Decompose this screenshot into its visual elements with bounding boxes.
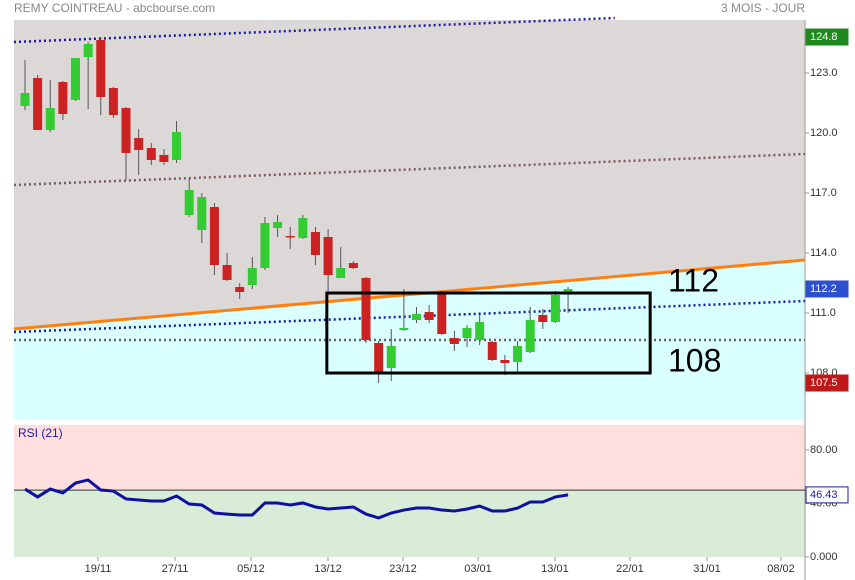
candle-body: [184, 190, 194, 215]
x-tick-label: 08/02: [767, 563, 795, 575]
range-box: [325, 291, 652, 375]
candle-body: [146, 148, 156, 160]
x-tick-label: 27/11: [162, 563, 189, 575]
candle-body: [500, 360, 510, 363]
chart-title: REMY COINTREAU - abcbourse.com: [14, 1, 215, 15]
x-tick-label: 13/01: [541, 563, 569, 575]
candle-body: [172, 132, 182, 160]
candle-body: [235, 287, 245, 292]
candle-body: [348, 263, 358, 268]
candle-body: [20, 93, 30, 106]
x-tick-label: 23/12: [389, 563, 417, 575]
x-tick-label: 05/12: [237, 563, 265, 575]
value-box-label: 107.5: [810, 377, 838, 389]
candle-body: [563, 289, 573, 293]
chart-subtitle: 3 MOIS - JOUR: [721, 1, 805, 15]
y-tick-label: 120.0: [810, 127, 838, 139]
candle-body: [487, 342, 497, 360]
candle-body: [374, 343, 384, 372]
value-box: [805, 28, 849, 46]
candle-body: [550, 295, 560, 322]
candle-body: [399, 328, 409, 330]
candle-body: [310, 232, 320, 255]
candle-body: [424, 312, 434, 320]
trendline: [13, 16, 615, 44]
rsi-title: RSI (21): [18, 426, 63, 440]
y-tick-label: 123.0: [810, 67, 838, 79]
candle-body: [449, 338, 459, 344]
candle-body: [209, 207, 219, 265]
value-box: [805, 280, 849, 298]
y-tick-label: 111.0: [810, 307, 836, 319]
candle-body: [285, 236, 295, 238]
candle-body: [222, 265, 232, 280]
trendline: [13, 152, 806, 187]
candle-body: [159, 155, 169, 162]
x-tick-label: 13/12: [314, 563, 342, 575]
candle-body: [298, 218, 308, 238]
candle-body: [58, 82, 68, 114]
candle-body: [108, 88, 118, 115]
y-tick-label: 117.0: [810, 187, 837, 199]
candle-body: [386, 346, 396, 368]
candle-body: [412, 314, 422, 320]
x-tick-label: 19/11: [85, 563, 112, 575]
annotation: 108: [668, 342, 721, 378]
candle-body: [361, 278, 371, 340]
rsi-overbought-zone: [14, 425, 805, 491]
candle-body: [336, 268, 346, 278]
value-box: [805, 486, 849, 504]
candle-body: [134, 138, 144, 150]
value-box-label: 46.43: [810, 489, 838, 501]
candle-body: [462, 328, 472, 338]
candle-body: [71, 58, 81, 100]
candle-body: [197, 197, 207, 230]
x-tick-label: 03/01: [464, 563, 492, 575]
annotation: 112: [668, 262, 719, 298]
value-box: [805, 374, 849, 392]
trendline: [13, 299, 806, 334]
x-tick-label: 31/01: [693, 563, 721, 575]
rsi-line: [24, 478, 569, 520]
candle-body: [475, 322, 485, 340]
candle-body: [96, 40, 106, 97]
candle-body: [538, 315, 548, 322]
candle-body: [121, 108, 131, 153]
candle-body: [83, 44, 93, 57]
candle-body: [323, 237, 333, 275]
y-tick-label: 0.000: [810, 551, 838, 563]
y-tick-label: 114.0: [810, 247, 837, 259]
candle-body: [273, 222, 283, 228]
x-tick-label: 22/01: [616, 563, 644, 575]
candle-body: [260, 223, 270, 268]
candle-body: [33, 78, 43, 130]
candle-body: [247, 268, 257, 285]
candle-body: [437, 294, 447, 334]
candle-body: [45, 108, 55, 130]
candle-body: [525, 320, 535, 352]
value-box-label: 124.8: [810, 31, 838, 43]
y-tick-label: 80.00: [810, 444, 838, 456]
value-box-label: 112.2: [810, 283, 837, 295]
candle-body: [513, 346, 523, 362]
